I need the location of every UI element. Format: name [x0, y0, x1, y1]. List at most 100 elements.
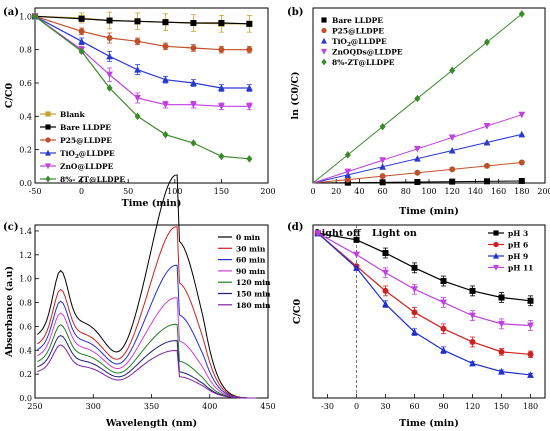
data-point — [411, 286, 418, 293]
legend-marker — [45, 149, 51, 156]
data-point — [382, 300, 389, 308]
legend-label: 60 min — [236, 256, 266, 265]
data-point — [414, 94, 421, 103]
data-point — [382, 250, 389, 257]
legend-label: Bare LLDPE — [60, 123, 111, 132]
legend-marker — [45, 124, 51, 130]
data-point — [134, 38, 141, 45]
legend-marker — [45, 175, 51, 183]
x-tick-label-d: 180 — [523, 402, 538, 411]
legend-marker — [493, 230, 499, 236]
spectrum-line-2 — [37, 264, 257, 399]
data-point — [498, 368, 505, 375]
legend-label: 120 min — [236, 278, 271, 287]
panel-label-c: (c) — [3, 222, 19, 233]
data-point — [498, 348, 505, 355]
x-tick-label-b: 120 — [445, 187, 460, 196]
series-line-3 — [34, 15, 250, 89]
data-point — [414, 178, 421, 185]
data-point — [449, 166, 456, 173]
legend-marker — [45, 163, 51, 170]
spectrum-line-6 — [37, 344, 257, 399]
x-tick-label-a: 150 — [214, 187, 229, 196]
series-line-5 — [34, 15, 250, 160]
y-tick-label-a: 0.8 — [19, 46, 32, 55]
legend-label: 90 min — [236, 267, 266, 276]
data-point — [518, 10, 525, 18]
x-tick-label-c: 250 — [27, 402, 42, 411]
x-tick-label-a: 100 — [167, 187, 182, 196]
subscript: 2 — [347, 42, 351, 48]
data-point — [448, 134, 456, 142]
data-point — [484, 162, 490, 169]
data-point — [218, 20, 225, 26]
x-tick-label-d: 90 — [438, 402, 448, 411]
y-tick-label-c: 0.0 — [19, 394, 32, 403]
data-point — [379, 157, 386, 164]
legend-marker — [321, 58, 327, 66]
data-point — [440, 278, 447, 285]
data-point — [32, 12, 38, 21]
data-point — [218, 103, 225, 110]
data-point — [440, 299, 447, 307]
series-line-d-1 — [317, 232, 531, 355]
data-point — [527, 297, 534, 304]
x-tick-label-d: 0 — [354, 402, 359, 411]
legend-label: ZnO@LLDPE — [60, 162, 114, 171]
data-point — [448, 146, 456, 154]
data-point — [162, 130, 169, 139]
data-point — [518, 130, 526, 138]
x-tick-label-d: 60 — [409, 402, 419, 411]
data-point — [106, 17, 113, 24]
panel-label-b: (b) — [287, 7, 303, 18]
legend-marker — [321, 27, 327, 34]
data-point — [106, 84, 113, 92]
data-point — [449, 178, 456, 185]
series-line-d-2 — [317, 232, 531, 376]
legend-marker — [45, 137, 51, 143]
y-tick-label-a: 0.4 — [19, 112, 32, 121]
data-point — [246, 155, 253, 163]
legend-label: 0 min — [236, 233, 261, 242]
data-point — [469, 338, 476, 345]
data-point — [246, 20, 253, 27]
data-point — [414, 155, 421, 162]
data-point — [527, 351, 534, 358]
spectrum-line-0 — [37, 174, 257, 399]
data-point — [162, 76, 169, 83]
data-point — [518, 159, 525, 166]
data-point — [78, 15, 85, 22]
data-point — [483, 138, 491, 146]
legend-label: pH 3 — [508, 229, 528, 238]
subscript: 2 — [75, 154, 79, 160]
data-point — [498, 294, 505, 301]
panel-label-a: (a) — [3, 7, 19, 18]
legend-marker — [45, 111, 51, 117]
x-tick-label-b: 40 — [354, 187, 364, 196]
x-tick-label-a: 0 — [79, 187, 84, 196]
data-point — [379, 163, 386, 170]
data-point — [218, 152, 225, 161]
legend-marker — [321, 48, 327, 55]
legend-label: TiO2@LLDPE — [332, 37, 387, 48]
data-point — [414, 169, 421, 176]
data-point — [190, 20, 197, 26]
data-point — [344, 176, 351, 183]
data-point — [134, 66, 141, 73]
data-point — [379, 179, 386, 186]
y-tick-label-c: 1.2 — [19, 251, 32, 260]
data-point — [190, 45, 197, 51]
legend-label: P25@LLDPE — [332, 27, 384, 36]
legend-label: Blank — [60, 110, 86, 119]
data-point — [469, 287, 476, 294]
data-point — [411, 328, 418, 336]
data-point — [382, 287, 389, 294]
x-tick-label-d: 120 — [465, 402, 480, 411]
data-point — [134, 18, 141, 25]
legend-label-rest: @LLDPE — [79, 149, 115, 158]
data-point — [162, 43, 169, 50]
x-tick-label-c: 450 — [260, 402, 275, 411]
series-line-1 — [34, 15, 250, 25]
data-point — [527, 371, 534, 378]
legend-label: 150 min — [236, 290, 271, 299]
